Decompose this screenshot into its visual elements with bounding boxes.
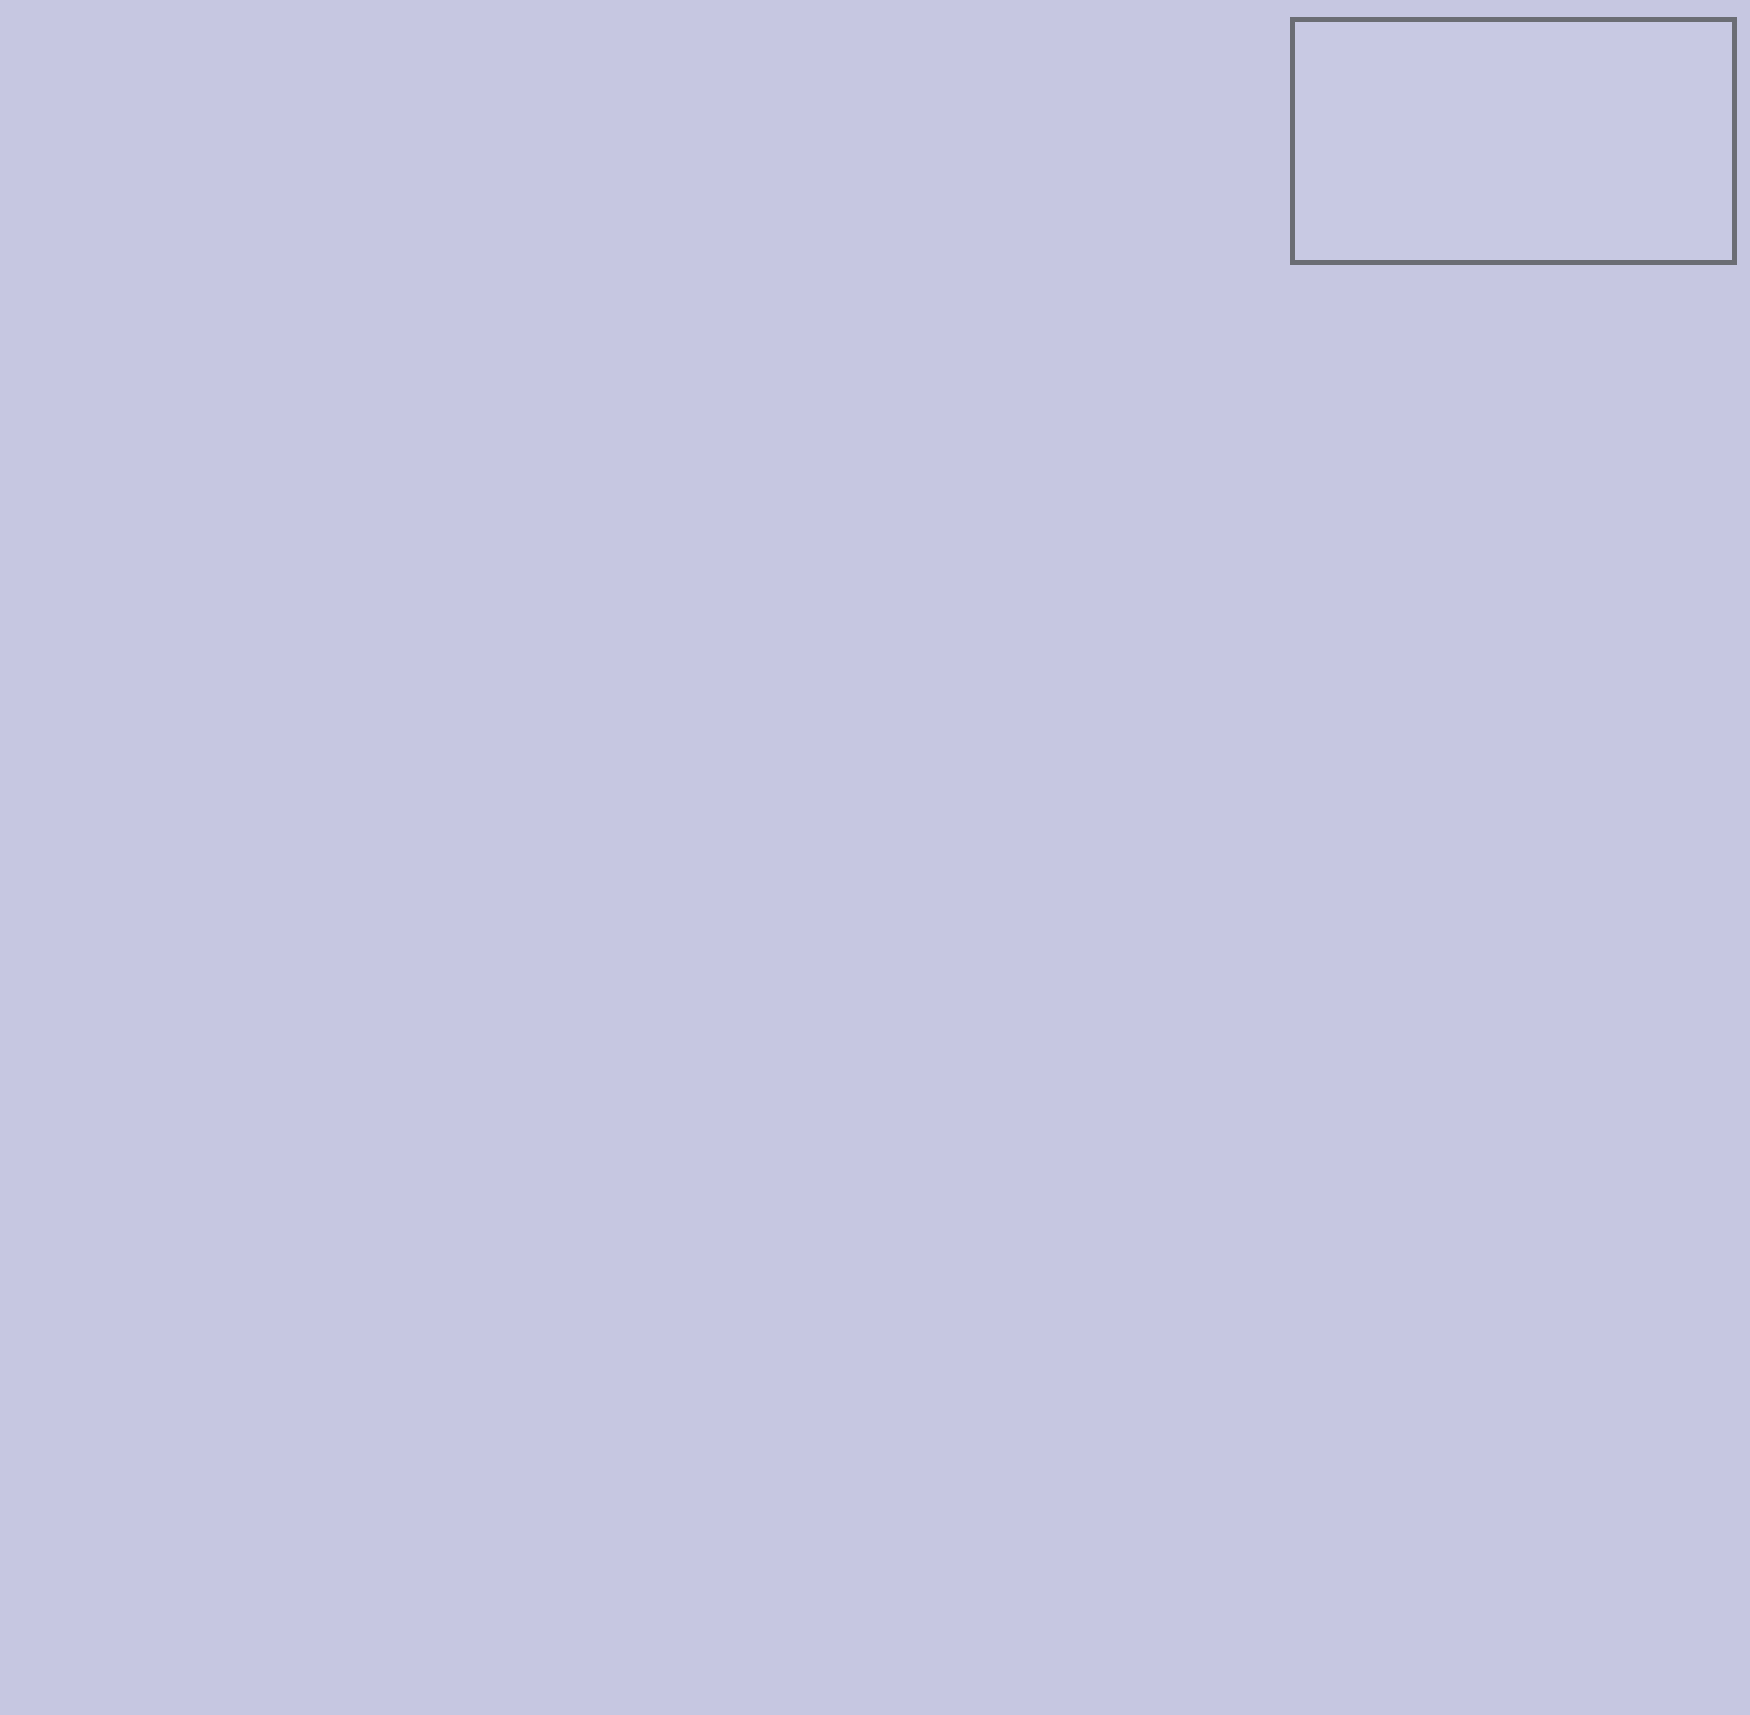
- legend: [1290, 17, 1737, 265]
- legend-gradient-bar: [1398, 76, 1608, 134]
